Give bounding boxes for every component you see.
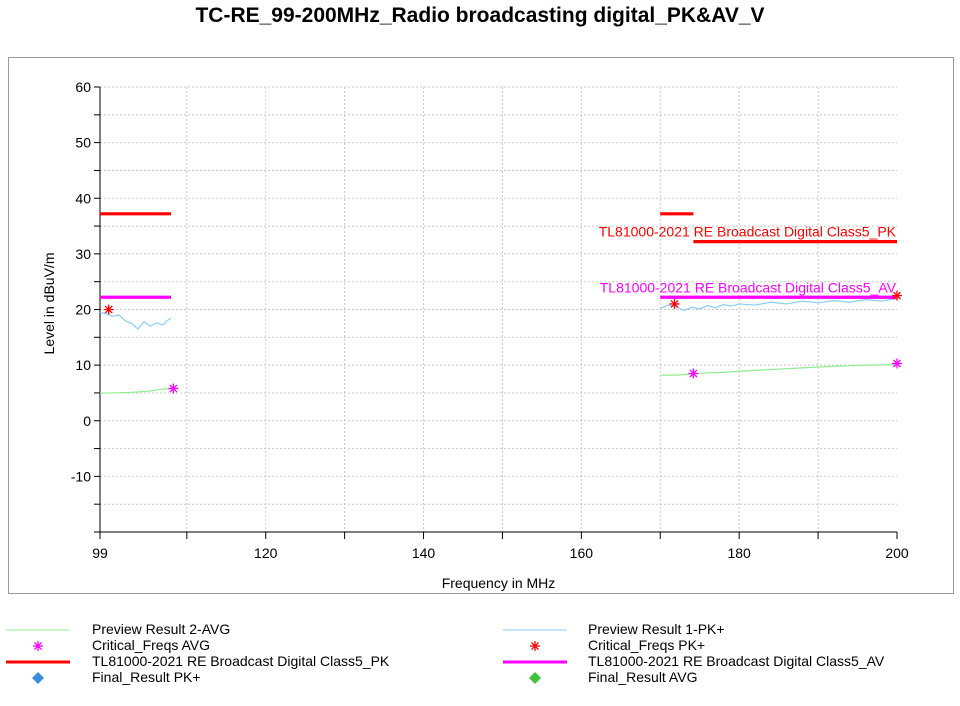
legend-symbol-critical-avg: [33, 641, 43, 651]
chart-frame: [8, 57, 954, 594]
critical-freq-pk-marker: [669, 298, 680, 309]
critical-freq-pk-marker: [103, 304, 114, 315]
x-tick-label: 200: [885, 545, 909, 561]
y-tick-label: 10: [75, 357, 91, 373]
y-tick-label: 20: [75, 302, 91, 318]
y-tick-label: 60: [75, 79, 91, 95]
y-tick-label: 30: [75, 246, 91, 262]
limit-annotation-pk: TL81000-2021 RE Broadcast Digital Class5…: [599, 224, 897, 240]
legend-symbol-final-avg: [529, 672, 541, 684]
preview-pk-trace: [99, 311, 172, 330]
critical-freq-avg-marker: [892, 358, 902, 369]
limit-annotation-av: TL81000-2021 RE Broadcast Digital Class5…: [600, 279, 897, 295]
x-tick-label: 120: [254, 545, 278, 561]
x-tick-label: 99: [92, 545, 108, 561]
preview-pk-trace: [660, 297, 898, 312]
y-axis-label: Level in dBuV/m: [41, 253, 57, 355]
y-tick-label: 0: [83, 413, 91, 429]
x-axis-label: Frequency in MHz: [442, 575, 556, 591]
preview-avg-trace: [100, 387, 172, 394]
preview-avg-trace: [660, 363, 898, 376]
x-tick-label: 140: [412, 545, 436, 561]
y-tick-label: -10: [71, 468, 91, 484]
chart-title: TC-RE_99-200MHz_Radio broadcasting digit…: [195, 4, 765, 27]
y-tick-label: 40: [75, 190, 91, 206]
critical-freq-pk-marker: [892, 290, 902, 301]
x-tick-label: 180: [727, 545, 751, 561]
critical-freq-avg-marker: [688, 368, 699, 379]
legend-symbol-final-pk: [32, 672, 44, 684]
y-tick-label: 50: [75, 135, 91, 151]
critical-freq-avg-marker: [168, 383, 179, 394]
x-tick-label: 160: [570, 545, 594, 561]
legend-symbol-critical-pk: [530, 641, 540, 651]
